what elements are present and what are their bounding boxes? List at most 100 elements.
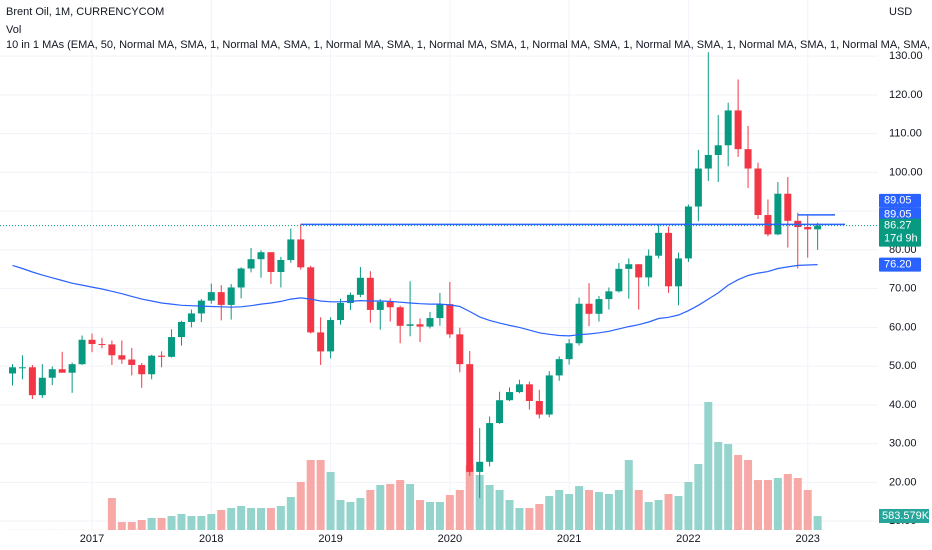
volume-bar — [585, 489, 594, 530]
volume-bar — [117, 522, 126, 530]
y-tick-label: 70.00 — [889, 283, 917, 295]
y-tick-label: 60.00 — [889, 321, 917, 333]
x-tick-label: 2018 — [199, 533, 223, 545]
volume-bar — [565, 494, 574, 530]
candle-body — [177, 321, 185, 338]
volume-bar — [127, 522, 136, 530]
candle-body — [28, 367, 36, 396]
candle-body — [655, 232, 663, 256]
candle-body — [297, 239, 305, 268]
candle-body — [525, 384, 533, 401]
volume-bar — [773, 477, 782, 530]
volume-bar — [276, 506, 285, 530]
candle-body — [168, 337, 176, 357]
volume-bar — [793, 477, 802, 530]
volume-bar — [187, 516, 196, 530]
candle-body — [665, 232, 673, 287]
volume-bar — [346, 501, 355, 530]
candle-body — [684, 206, 692, 259]
x-tick-label: 2023 — [795, 533, 819, 545]
candle-body — [88, 339, 96, 345]
ma-label: 76.20 — [884, 259, 912, 271]
price-label: 89.05 — [884, 195, 912, 207]
candle-body — [714, 145, 722, 155]
candle-body — [466, 364, 474, 472]
candle-body — [476, 461, 484, 472]
volume-bar — [197, 516, 206, 530]
candle-body — [38, 377, 46, 396]
candle-body — [187, 313, 195, 322]
volume-bar — [296, 482, 305, 530]
candle-body — [287, 239, 295, 260]
candle-body — [814, 225, 822, 230]
volume-bar — [207, 513, 216, 530]
volume-bar — [366, 489, 375, 530]
candle-body — [784, 193, 792, 221]
candle-body — [98, 344, 106, 346]
candle-body — [575, 303, 583, 344]
candle-body — [58, 369, 66, 373]
price-label-box — [879, 207, 921, 222]
volume-bar — [177, 513, 186, 530]
y-tick-label: 130.00 — [889, 50, 923, 62]
last-price-label: 86.27 — [884, 220, 912, 232]
x-tick-label: 2021 — [557, 533, 581, 545]
candle-body — [9, 367, 16, 374]
volume-bar — [714, 441, 723, 530]
volume-bar — [634, 489, 643, 530]
candle-body — [595, 299, 603, 314]
candle-body — [48, 369, 56, 378]
countdown: 17d 9h — [884, 233, 918, 245]
volume-bar — [316, 459, 325, 530]
volume-bar — [227, 507, 236, 530]
candle-body — [346, 294, 354, 303]
volume-bar — [754, 480, 762, 530]
candle-body — [645, 255, 653, 278]
candle-body — [625, 264, 633, 269]
candle-body — [754, 168, 762, 216]
candle-body — [674, 258, 682, 287]
volume-bar — [376, 485, 385, 530]
volume-bar — [306, 459, 315, 530]
y-tick-label: 50.00 — [889, 360, 917, 372]
volume-bar — [803, 489, 812, 530]
volume-bar — [107, 498, 116, 530]
candle-body — [217, 292, 225, 305]
volume-label: 583.579K — [882, 510, 930, 522]
volume-bar — [425, 501, 434, 530]
candle-body — [18, 367, 26, 369]
volume-bar — [644, 501, 653, 530]
last-price-label-box — [879, 218, 921, 247]
volume-bar — [604, 494, 613, 530]
volume-bar — [684, 482, 693, 530]
volume-bar — [495, 489, 504, 530]
volume-bar — [257, 507, 265, 530]
axis-header-bg — [878, 0, 932, 20]
candle-body — [486, 423, 494, 462]
volume-bar — [505, 500, 514, 530]
volume-bar — [664, 494, 673, 530]
x-tick-label: 2019 — [318, 533, 342, 545]
candle-body — [744, 149, 752, 169]
volume-bar — [435, 501, 444, 530]
y-tick-label: 120.00 — [889, 89, 923, 101]
chart-title: Brent Oil, 1M, CURRENCYCOM — [6, 6, 164, 18]
volume-bar — [724, 444, 733, 530]
grid — [0, 0, 878, 530]
candle-body — [257, 252, 265, 260]
volume-title: Vol — [6, 24, 21, 36]
volume-bar — [445, 495, 454, 530]
volume-bar — [535, 504, 544, 530]
volume-bar — [594, 492, 603, 530]
candle-body — [406, 324, 414, 326]
volume-bar — [137, 519, 146, 530]
x-tick-label: 2017 — [80, 533, 104, 545]
volume-bar — [654, 500, 663, 530]
volume-bar — [336, 500, 345, 530]
candle-body — [207, 292, 215, 301]
volume-bar — [266, 507, 275, 530]
candle-body — [724, 110, 732, 146]
volume-bar — [396, 480, 405, 530]
candle-body — [267, 252, 275, 272]
